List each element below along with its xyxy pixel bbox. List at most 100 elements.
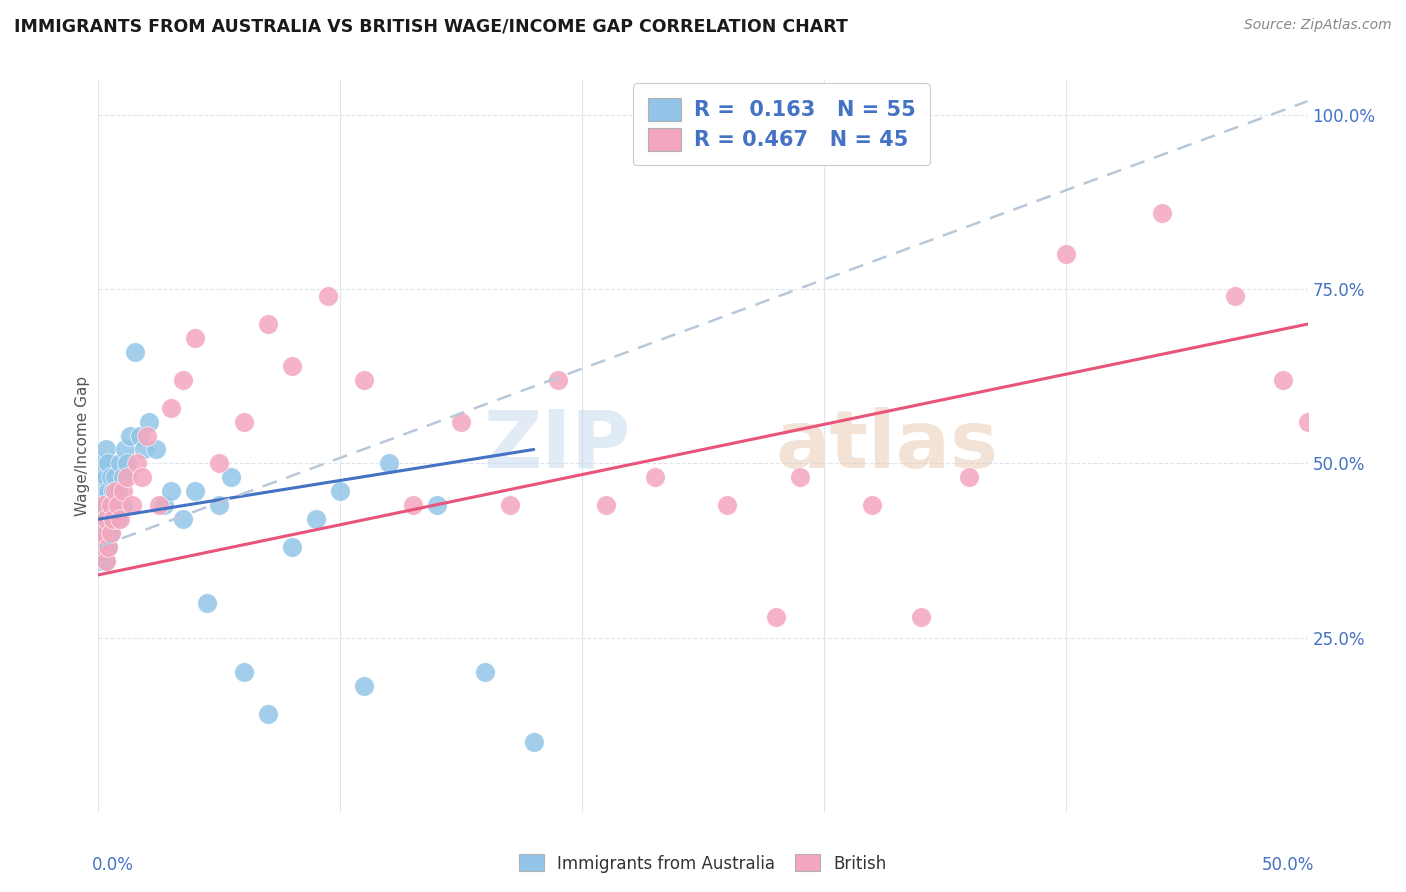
Text: IMMIGRANTS FROM AUSTRALIA VS BRITISH WAGE/INCOME GAP CORRELATION CHART: IMMIGRANTS FROM AUSTRALIA VS BRITISH WAG… — [14, 18, 848, 36]
Point — [101, 484, 124, 499]
Point — [860, 498, 883, 512]
Point — [145, 442, 167, 457]
Point — [160, 401, 183, 415]
Point — [1054, 247, 1077, 261]
Point — [281, 359, 304, 373]
Point — [765, 609, 787, 624]
Point — [172, 512, 194, 526]
Text: Source: ZipAtlas.com: Source: ZipAtlas.com — [1244, 18, 1392, 32]
Point — [94, 498, 117, 512]
Point — [232, 665, 254, 680]
Point — [316, 289, 339, 303]
Point — [353, 679, 375, 693]
Point — [114, 442, 136, 457]
Point — [138, 415, 160, 429]
Point — [595, 498, 617, 512]
Legend: Immigrants from Australia, British: Immigrants from Australia, British — [512, 847, 894, 880]
Point — [121, 498, 143, 512]
Point — [450, 415, 472, 429]
Point — [107, 512, 129, 526]
Point — [305, 512, 328, 526]
Point — [90, 540, 112, 554]
Point — [91, 526, 114, 541]
Point — [232, 415, 254, 429]
Point — [104, 484, 127, 499]
Point — [221, 470, 243, 484]
Point — [91, 498, 114, 512]
Point — [100, 526, 122, 541]
Point — [1152, 205, 1174, 219]
Point — [208, 457, 231, 471]
Point — [118, 428, 141, 442]
Point — [1296, 415, 1319, 429]
Point — [547, 373, 569, 387]
Point — [160, 484, 183, 499]
Point — [498, 498, 520, 512]
Point — [523, 735, 546, 749]
Legend: R =  0.163   N = 55, R = 0.467   N = 45: R = 0.163 N = 55, R = 0.467 N = 45 — [633, 83, 929, 165]
Point — [100, 498, 122, 512]
Point — [172, 373, 194, 387]
Text: 0.0%: 0.0% — [93, 855, 134, 873]
Point — [100, 526, 122, 541]
Y-axis label: Wage/Income Gap: Wage/Income Gap — [75, 376, 90, 516]
Point — [94, 554, 117, 568]
Point — [100, 470, 122, 484]
Text: atlas: atlas — [776, 407, 998, 485]
Point — [91, 498, 114, 512]
Point — [111, 484, 134, 499]
Point — [716, 498, 738, 512]
Point — [104, 498, 127, 512]
Point — [117, 457, 139, 471]
Point — [90, 554, 112, 568]
Point — [91, 484, 114, 499]
Point — [108, 512, 131, 526]
Point — [148, 498, 170, 512]
Point — [644, 470, 666, 484]
Point — [957, 470, 980, 484]
Point — [377, 457, 399, 471]
Point — [111, 498, 134, 512]
Point — [97, 540, 120, 554]
Point — [94, 554, 117, 568]
Point — [94, 526, 117, 541]
Point — [107, 484, 129, 499]
Point — [184, 331, 207, 345]
Point — [1272, 373, 1295, 387]
Point — [100, 498, 122, 512]
Point — [90, 512, 112, 526]
Point — [94, 512, 117, 526]
Point — [101, 512, 124, 526]
Point — [91, 457, 114, 471]
Point — [152, 498, 174, 512]
Point — [329, 484, 352, 499]
Point — [107, 498, 129, 512]
Point — [108, 457, 131, 471]
Point — [104, 470, 127, 484]
Point — [97, 484, 120, 499]
Point — [91, 540, 114, 554]
Point — [256, 707, 278, 722]
Point — [91, 470, 114, 484]
Point — [94, 470, 117, 484]
Point — [910, 609, 932, 624]
Point — [128, 428, 150, 442]
Point — [91, 512, 114, 526]
Point — [402, 498, 425, 512]
Point — [474, 665, 496, 680]
Point — [124, 345, 146, 359]
Point — [135, 428, 157, 442]
Point — [789, 470, 811, 484]
Point — [195, 596, 218, 610]
Point — [111, 470, 134, 484]
Point — [208, 498, 231, 512]
Point — [1223, 289, 1246, 303]
Point — [127, 457, 149, 471]
Point — [90, 526, 112, 541]
Point — [101, 512, 124, 526]
Point — [117, 470, 139, 484]
Point — [94, 442, 117, 457]
Point — [426, 498, 449, 512]
Point — [90, 498, 112, 512]
Point — [281, 540, 304, 554]
